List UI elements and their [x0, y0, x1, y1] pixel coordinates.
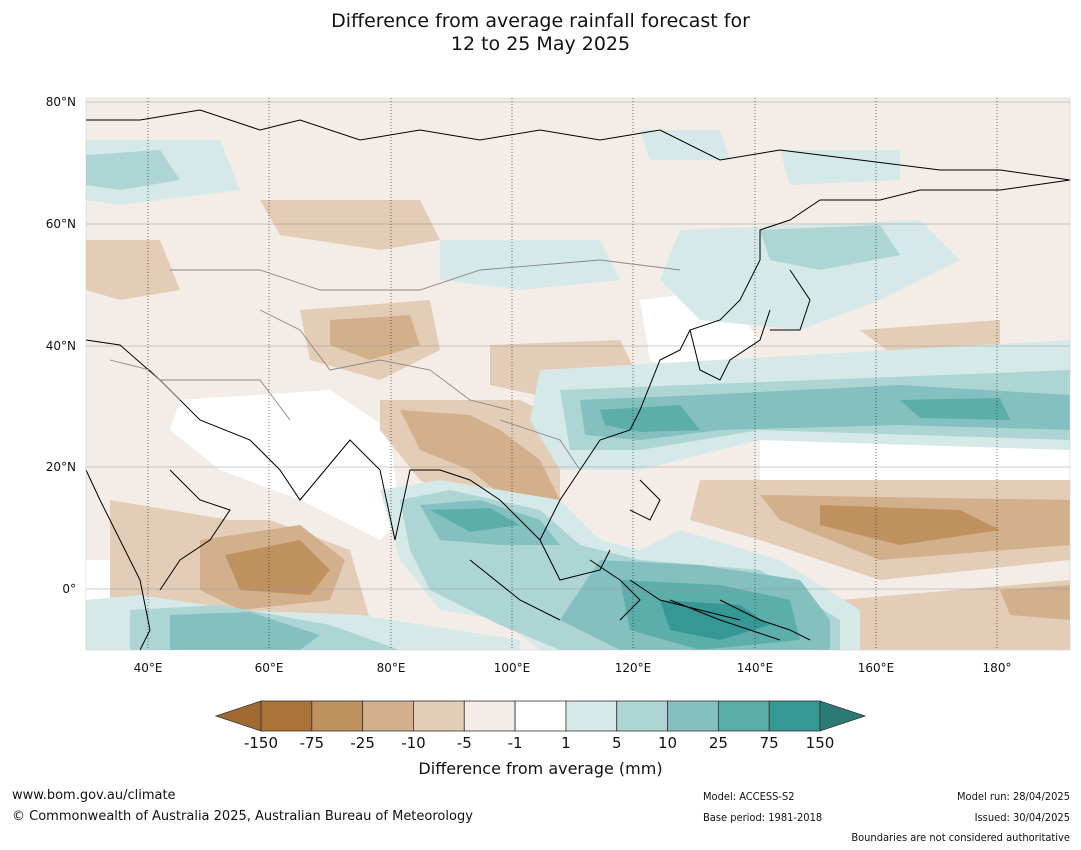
colorbar-swatch	[717, 700, 770, 732]
wet-region	[640, 130, 730, 160]
colorbar-tick-label: -150	[243, 734, 279, 752]
lon-label-180: 180°	[982, 661, 1012, 675]
colorbar-tick-label: 75	[759, 734, 779, 752]
wet-region	[440, 240, 620, 290]
map-title-line1: Difference from average rainfall forecas…	[331, 10, 750, 32]
wet-region	[430, 508, 520, 532]
lon-label-80e: 80°E	[376, 661, 406, 675]
colorbar-tick-label: 5	[611, 734, 622, 752]
dry-region	[1000, 585, 1070, 620]
lat-label-0: 0°	[62, 582, 76, 596]
colorbar-tick-label: -10	[401, 734, 426, 752]
colorbar-tick-label: 150	[805, 734, 835, 752]
model-run: Model run: 28/04/2025	[957, 790, 1070, 803]
wet-region	[600, 405, 700, 432]
country-borders	[109, 259, 681, 471]
dry-region	[330, 315, 420, 360]
lon-label-60e: 60°E	[254, 661, 284, 675]
colorbar-tick-label: -75	[299, 734, 325, 752]
lat-label-80n: 80°N	[45, 95, 76, 109]
colorbar-title: Difference from average (mm)	[418, 759, 663, 778]
colorbar-swatch	[260, 700, 313, 732]
lon-label-40e: 40°E	[133, 661, 163, 675]
issued-date: Issued: 30/04/2025	[974, 811, 1070, 824]
meridians	[147, 98, 998, 650]
colorbar-swatch	[311, 700, 364, 732]
copyright-text: © Commonwealth of Australia 2025, Austra…	[12, 809, 473, 824]
colorbar-tick-label: -5	[456, 734, 472, 752]
lon-label-140e: 140°E	[736, 661, 774, 675]
lat-label-20n: 20°N	[45, 460, 76, 474]
map-title-line2: 12 to 25 May 2025	[450, 33, 631, 55]
colorbar-swatch	[463, 700, 516, 732]
colorbar	[214, 700, 867, 732]
colorbar-swatch	[768, 700, 821, 732]
wet-region	[900, 398, 1010, 420]
colorbar-swatch	[514, 700, 567, 732]
colorbar-tick-label: -1	[507, 734, 523, 752]
colorbar-tick-label: 10	[657, 734, 678, 752]
dry-region	[400, 410, 560, 510]
wet-region	[580, 385, 1070, 440]
colorbar-extend-high	[819, 700, 867, 732]
colorbar-swatch	[667, 700, 719, 732]
lat-label-40n: 40°N	[45, 339, 76, 353]
colorbar-tick-label: 1	[561, 734, 571, 752]
colorbar-swatch	[616, 700, 668, 732]
colorbar-extend-low	[214, 700, 262, 732]
colorbar-swatch	[565, 700, 618, 732]
wet-region	[760, 225, 900, 270]
wet-region	[86, 150, 180, 190]
wet-region	[170, 612, 320, 650]
coastlines	[85, 109, 1071, 651]
dry-region	[260, 200, 440, 250]
boundaries-disclaimer: Boundaries are not considered authoritat…	[851, 831, 1070, 844]
dry-region	[820, 505, 1000, 545]
wet-region	[660, 600, 770, 640]
colorbar-tick-label: -25	[350, 734, 375, 752]
lon-label-160e: 160°E	[857, 661, 895, 675]
neutral-region	[170, 390, 400, 540]
colorbar-swatch	[413, 700, 465, 732]
colorbar-swatch	[362, 700, 414, 732]
map-field	[86, 98, 1070, 650]
wet-region	[780, 150, 900, 185]
graticule	[86, 101, 1070, 590]
dry-region	[86, 240, 180, 300]
lon-label-100e: 100°E	[493, 661, 531, 675]
model-name: Model: ACCESS-S2	[703, 790, 795, 803]
dry-region	[225, 540, 330, 595]
lon-label-120e: 120°E	[614, 661, 652, 675]
base-period: Base period: 1981-2018	[703, 811, 823, 824]
website-link[interactable]: www.bom.gov.au/climate	[12, 788, 176, 803]
neutral-region	[760, 440, 1070, 480]
colorbar-tick-label: 25	[708, 734, 728, 752]
lat-label-60n: 60°N	[45, 217, 76, 231]
